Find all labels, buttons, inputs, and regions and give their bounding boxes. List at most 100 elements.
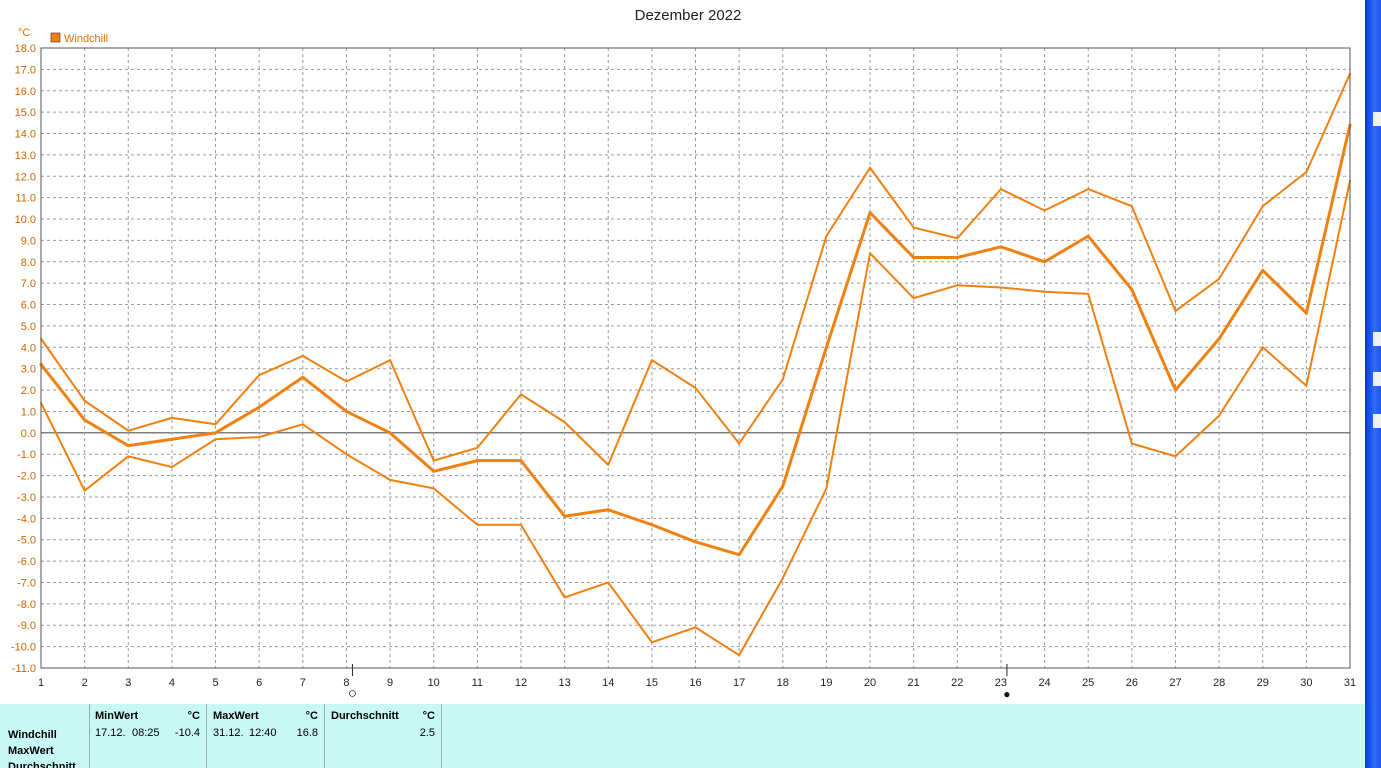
data-point-max bbox=[1130, 205, 1133, 208]
data-point-max bbox=[912, 226, 915, 229]
x-tick-label: 4 bbox=[169, 677, 175, 689]
data-point-max bbox=[1043, 209, 1046, 212]
data-point-max bbox=[825, 235, 828, 238]
data-point-avg bbox=[737, 553, 741, 557]
y-tick-label: 9.0 bbox=[21, 235, 36, 247]
x-tick-label: 16 bbox=[689, 677, 701, 689]
x-tick-label: 10 bbox=[428, 677, 440, 689]
x-tick-label: 2 bbox=[82, 677, 88, 689]
data-point-min bbox=[738, 654, 741, 657]
data-point-avg bbox=[1130, 288, 1134, 292]
stats-unit-max: °C bbox=[305, 710, 318, 722]
y-tick-label: -5.0 bbox=[17, 535, 36, 547]
y-axis-ticks: 18.0 17.0 16.0 15.0 14.0 13.0 12.0 11.0 10.0 9.0 8… bbox=[11, 43, 36, 675]
stats-min-time: 08:25 bbox=[132, 727, 160, 739]
x-tick-label: 7 bbox=[300, 677, 306, 689]
y-tick-label: 8.0 bbox=[21, 257, 36, 269]
window-edge-fragment bbox=[1373, 414, 1381, 428]
x-tick-label: 29 bbox=[1257, 677, 1269, 689]
data-point-avg bbox=[868, 211, 872, 215]
stats-max-time: 12:40 bbox=[249, 727, 277, 739]
y-tick-label: 17.0 bbox=[15, 64, 36, 76]
x-tick-label: 15 bbox=[646, 677, 658, 689]
y-tick-label: 6.0 bbox=[21, 300, 36, 312]
stats-row-label: Durchschnitt bbox=[8, 761, 76, 768]
data-point-max bbox=[1261, 205, 1264, 208]
x-tick-label: 30 bbox=[1300, 677, 1312, 689]
x-tick-label: 21 bbox=[908, 677, 920, 689]
data-point-avg bbox=[781, 484, 785, 488]
windchill-chart: Dezember 2022 °C Windchill 18.017.016.01… bbox=[11, 7, 1356, 702]
y-tick-label: 11.0 bbox=[15, 193, 36, 205]
y-tick-label: -2.0 bbox=[17, 471, 36, 483]
legend-label: Windchill bbox=[64, 33, 108, 45]
x-tick-label: 11 bbox=[472, 677, 483, 689]
data-point-avg bbox=[475, 459, 479, 463]
data-point-avg bbox=[388, 431, 392, 435]
data-point-min bbox=[1218, 414, 1221, 417]
data-point-avg bbox=[694, 540, 697, 544]
stats-column-avg: Durchschnitt °C 2.5 bbox=[324, 704, 442, 768]
x-tick-label: 22 bbox=[951, 677, 963, 689]
data-point-avg bbox=[999, 245, 1003, 249]
y-tick-label: 15.0 bbox=[15, 107, 36, 119]
data-point-min bbox=[1261, 346, 1264, 349]
statistics-panel: Windchill MaxWert Durchschnitt MinWert °… bbox=[0, 704, 1365, 768]
y-tick-label: 2.0 bbox=[21, 385, 36, 397]
stats-min-value: -10.4 bbox=[174, 727, 200, 739]
y-tick-label: 16.0 bbox=[15, 86, 36, 98]
data-point-min bbox=[563, 596, 566, 599]
y-tick-label: 12.0 bbox=[15, 171, 36, 183]
series-lines bbox=[39, 72, 1352, 657]
x-tick-label: 25 bbox=[1082, 677, 1094, 689]
y-tick-label: 10.0 bbox=[15, 214, 36, 226]
y-tick-label: 5.0 bbox=[21, 321, 36, 333]
data-point-min bbox=[912, 297, 915, 300]
data-point-min bbox=[258, 436, 261, 439]
stats-header-avg: Durchschnitt bbox=[331, 710, 399, 722]
data-point-max bbox=[127, 429, 130, 432]
data-point-min bbox=[345, 453, 348, 456]
data-point-max bbox=[956, 237, 959, 240]
data-point-min bbox=[1130, 442, 1133, 445]
x-tick-label: 18 bbox=[777, 677, 789, 689]
data-point-max bbox=[1087, 188, 1090, 191]
data-point-avg bbox=[126, 444, 130, 448]
data-point-min bbox=[127, 455, 130, 458]
data-point-max bbox=[650, 359, 653, 362]
data-point-max bbox=[389, 359, 392, 362]
adjacent-window-edge bbox=[1365, 0, 1381, 768]
data-point-max bbox=[432, 459, 435, 462]
data-point-max bbox=[476, 446, 479, 449]
data-point-min bbox=[432, 487, 435, 490]
x-tick-label: 6 bbox=[256, 677, 262, 689]
series-line-avg bbox=[39, 124, 1352, 557]
data-point-max bbox=[1174, 309, 1177, 312]
y-tick-label: 13.0 bbox=[15, 150, 36, 162]
stats-row-labels: Windchill MaxWert Durchschnitt bbox=[8, 727, 76, 768]
y-tick-label: -7.0 bbox=[17, 577, 36, 589]
data-point-max bbox=[214, 423, 217, 426]
y-tick-label: 7.0 bbox=[21, 278, 36, 290]
data-point-max bbox=[1218, 277, 1221, 280]
data-point-min bbox=[1305, 384, 1308, 387]
data-point-avg bbox=[257, 405, 261, 409]
grid bbox=[41, 48, 1350, 668]
data-point-min bbox=[650, 641, 653, 644]
data-point-min bbox=[1087, 292, 1090, 295]
y-tick-label: 1.0 bbox=[21, 406, 36, 418]
data-point-avg bbox=[1086, 234, 1090, 238]
x-tick-label: 3 bbox=[125, 677, 131, 689]
data-point-min bbox=[694, 626, 697, 629]
y-tick-label: -4.0 bbox=[17, 513, 36, 525]
y-tick-label: -11.0 bbox=[12, 663, 36, 675]
x-axis-ticks: 1 2 3 4 5 6 7 8 9 10 11 12 13 14 15 16 17 18 19 20 21 22 23 24 2… bbox=[38, 677, 1356, 689]
window-edge-fragment bbox=[1373, 372, 1381, 386]
y-tick-label: -1.0 bbox=[17, 449, 36, 461]
data-point-max bbox=[781, 378, 784, 381]
data-point-min bbox=[607, 581, 610, 584]
y-tick-label: 0.0 bbox=[21, 428, 36, 440]
data-point-min bbox=[956, 284, 959, 287]
data-point-max bbox=[83, 399, 86, 402]
stats-header-max: MaxWert bbox=[213, 710, 259, 722]
